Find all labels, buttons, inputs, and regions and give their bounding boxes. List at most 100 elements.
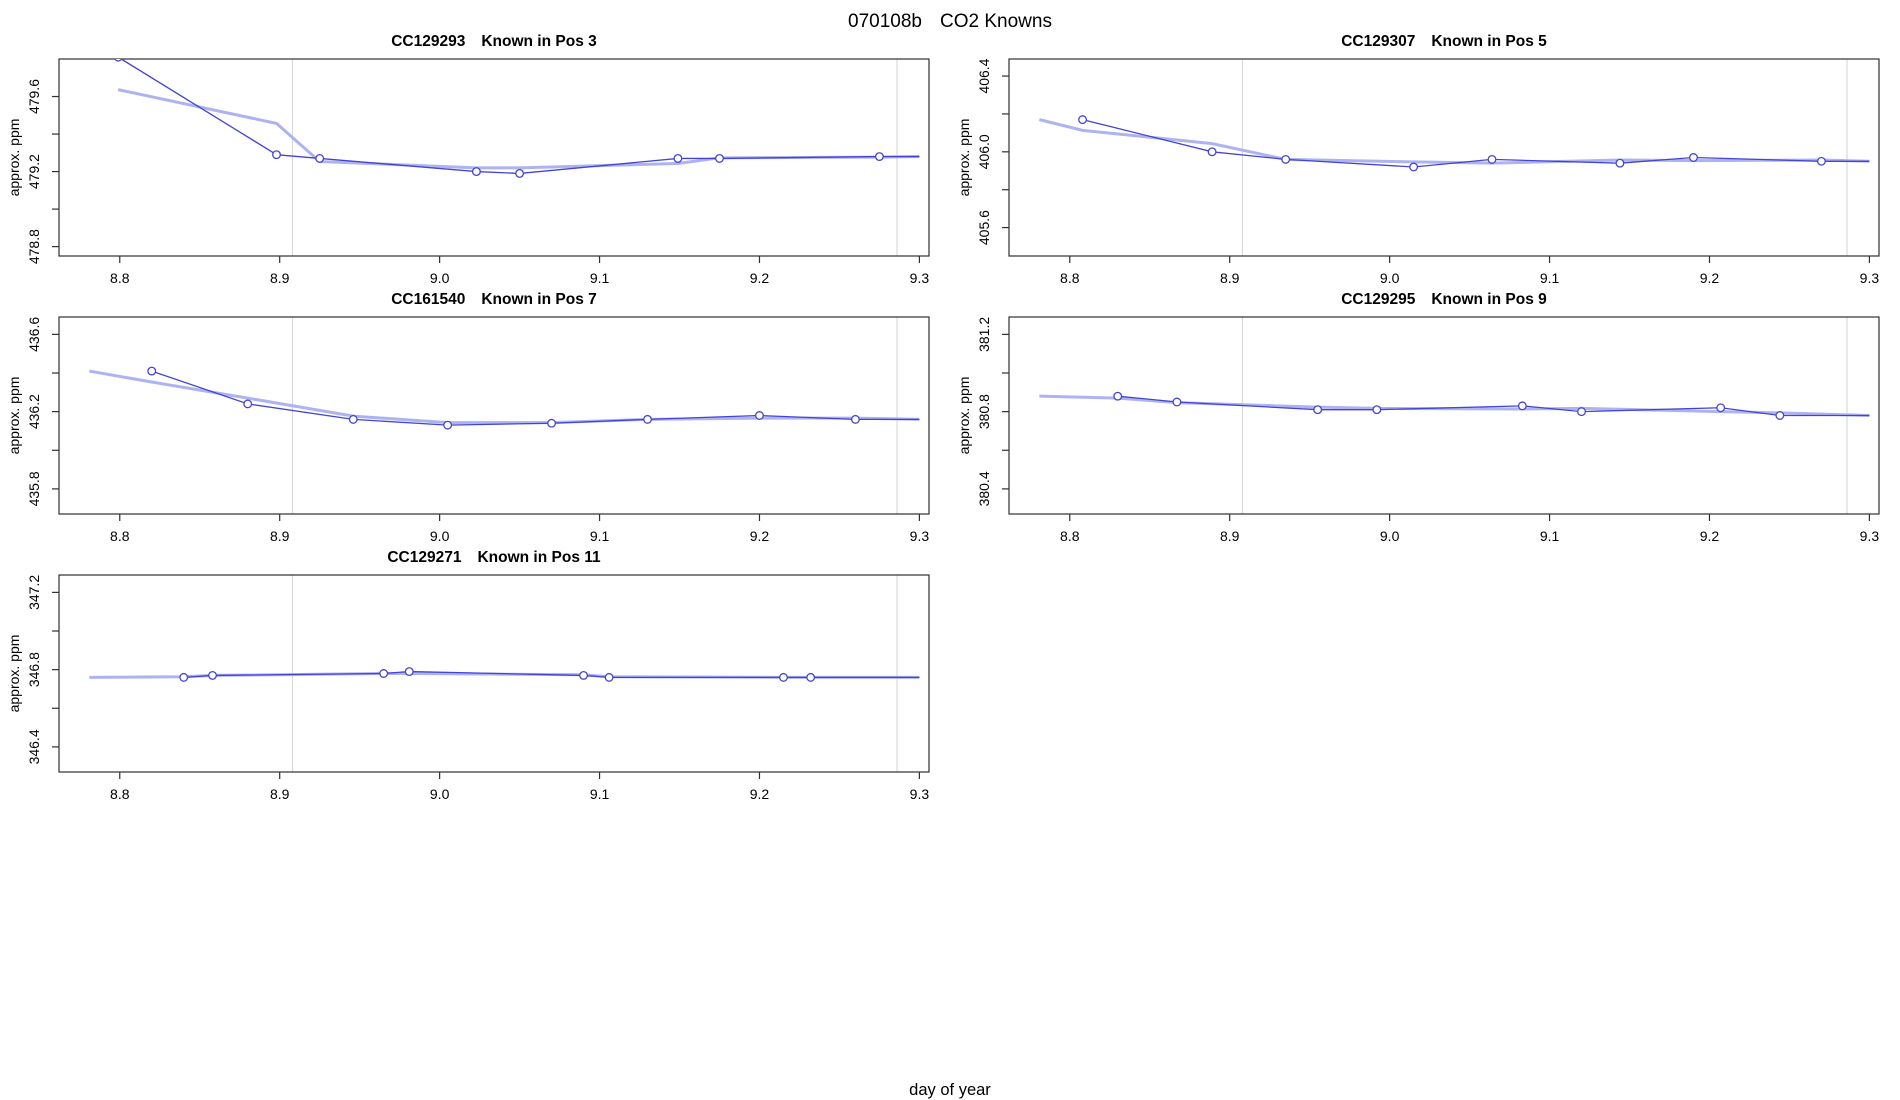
y-tick-label: 346.8 <box>26 652 42 687</box>
subplot-CC129271: 346.4 346.8 347.2 8.8 8.9 9.0 9.1 9.2 9.3 approx.… <box>6 549 930 802</box>
figure-title: 070108b CO2 Knowns <box>848 11 1052 32</box>
data-point <box>1577 407 1586 417</box>
markers-group <box>1113 391 1785 420</box>
data-point <box>243 399 253 409</box>
data-point <box>1716 403 1726 413</box>
subplot-CC129293: 478.8 479.2 479.6 8.8 8.9 9.0 9.1 9.2 9.3 approx.… <box>6 33 930 286</box>
x-tick-label: 9.2 <box>750 786 770 802</box>
plot-border <box>1008 58 1880 257</box>
subplot-title: CC129293 Known in Pos 3 <box>391 33 597 50</box>
subplot-title-id: CC129295 <box>1341 291 1415 308</box>
x-tick-label: 9.1 <box>590 528 610 544</box>
data-point <box>315 153 325 163</box>
data-point <box>715 153 724 163</box>
data-point <box>1775 411 1785 420</box>
figure-title-text: CO2 Knowns <box>940 11 1052 32</box>
y-axis-title: approx. ppm <box>956 377 972 455</box>
data-point <box>179 672 189 682</box>
subplot-title-pos: Known in Pos 9 <box>1431 291 1547 308</box>
x-tick-label: 9.3 <box>1860 270 1880 286</box>
y-tick-label: 380.4 <box>976 471 992 506</box>
subplot-title-id: CC161540 <box>391 291 465 308</box>
y-tick-label: 405.6 <box>976 210 992 245</box>
subplot-title-pos: Known in Pos 11 <box>477 549 601 566</box>
data-point <box>348 414 358 424</box>
x-tick-label: 9.3 <box>910 528 930 544</box>
data-point <box>874 152 884 162</box>
subplot-title-id: CC129307 <box>1341 33 1415 50</box>
subplot-title-pos: Known in Pos 5 <box>1431 33 1547 50</box>
y-tick-label: 406.0 <box>976 134 992 169</box>
x-tick-label: 9.1 <box>590 786 610 802</box>
data-point <box>850 414 860 424</box>
smooth-line <box>1039 394 1870 417</box>
x-axis-title: day of year <box>909 1081 991 1099</box>
data-point <box>208 670 217 680</box>
data-point <box>1207 147 1217 157</box>
x-tick-label: 8.8 <box>110 786 130 802</box>
y-tick-label: 435.8 <box>26 471 42 506</box>
subplot-CC129307: 405.6 406.0 406.4 8.8 8.9 9.0 9.1 9.2 9.3 approx.… <box>956 33 1880 286</box>
figure-run-id: 070108b <box>848 11 922 32</box>
markers-group <box>147 366 860 430</box>
x-tick-label: 8.9 <box>1220 270 1240 286</box>
data-point <box>1313 405 1323 415</box>
y-axis-title: approx. ppm <box>6 119 22 197</box>
y-tick-label: 346.4 <box>26 729 42 764</box>
x-tick-label: 9.3 <box>910 270 930 286</box>
smooth-line <box>1039 118 1870 165</box>
data-point <box>471 167 481 177</box>
x-tick-label: 8.8 <box>1060 528 1080 544</box>
data-point <box>1689 153 1698 162</box>
data-point <box>1517 401 1527 411</box>
data-point <box>443 420 453 430</box>
subplot-CC161540: 435.8 436.2 436.6 8.8 8.9 9.0 9.1 9.2 9.3 approx.… <box>6 291 930 544</box>
x-tick-label: 9.3 <box>1860 528 1880 544</box>
data-point <box>1281 154 1291 164</box>
subplot-title: CC129295 Known in Pos 9 <box>1341 291 1547 308</box>
x-tick-label: 9.2 <box>1700 270 1720 286</box>
data-point <box>1487 154 1497 164</box>
smooth-line <box>89 369 920 425</box>
smooth-line <box>117 88 920 170</box>
y-axis-title: approx. ppm <box>6 635 22 713</box>
data-point <box>643 414 652 424</box>
data-point <box>1615 158 1625 168</box>
data-line <box>1117 395 1870 417</box>
y-tick-label: 436.2 <box>26 394 42 429</box>
x-tick-label: 8.9 <box>270 786 290 802</box>
markers-group <box>179 667 816 682</box>
data-point <box>779 672 788 682</box>
data-point <box>806 672 816 682</box>
subplot-title-id: CC129293 <box>391 33 465 50</box>
x-tick-label: 8.8 <box>1060 270 1080 286</box>
data-point <box>404 667 414 677</box>
x-tick-label: 9.0 <box>1380 270 1400 286</box>
data-point <box>547 418 557 428</box>
x-tick-label: 8.9 <box>270 528 290 544</box>
subplot-title-pos: Known in Pos 7 <box>481 291 596 308</box>
x-tick-label: 8.9 <box>1220 528 1240 544</box>
data-point <box>1409 162 1419 172</box>
y-tick-label: 479.6 <box>26 79 42 114</box>
y-tick-label: 380.8 <box>976 394 992 429</box>
x-tick-label: 9.0 <box>430 528 450 544</box>
y-tick-label: 347.2 <box>26 575 42 610</box>
subplot-CC129295: 380.4 380.8 381.2 8.8 8.9 9.0 9.1 9.2 9.3 approx.… <box>956 291 1880 544</box>
data-point <box>114 59 123 62</box>
data-point <box>147 366 157 376</box>
subplot-title: CC129271 Known in Pos 11 <box>387 549 601 566</box>
data-point <box>515 168 525 178</box>
plot-border <box>58 316 930 515</box>
data-point <box>604 672 614 682</box>
y-tick-label: 436.6 <box>26 317 42 352</box>
y-tick-label: 406.4 <box>976 58 992 93</box>
x-tick-label: 9.1 <box>1540 270 1560 286</box>
plots-root: 478.8 479.2 479.6 8.8 8.9 9.0 9.1 9.2 9.3 approx.… <box>6 33 1880 802</box>
data-point <box>755 411 764 420</box>
markers-group <box>1078 115 1826 172</box>
data-point <box>579 670 589 680</box>
x-tick-label: 9.1 <box>1540 528 1560 544</box>
x-tick-label: 9.2 <box>1700 528 1720 544</box>
